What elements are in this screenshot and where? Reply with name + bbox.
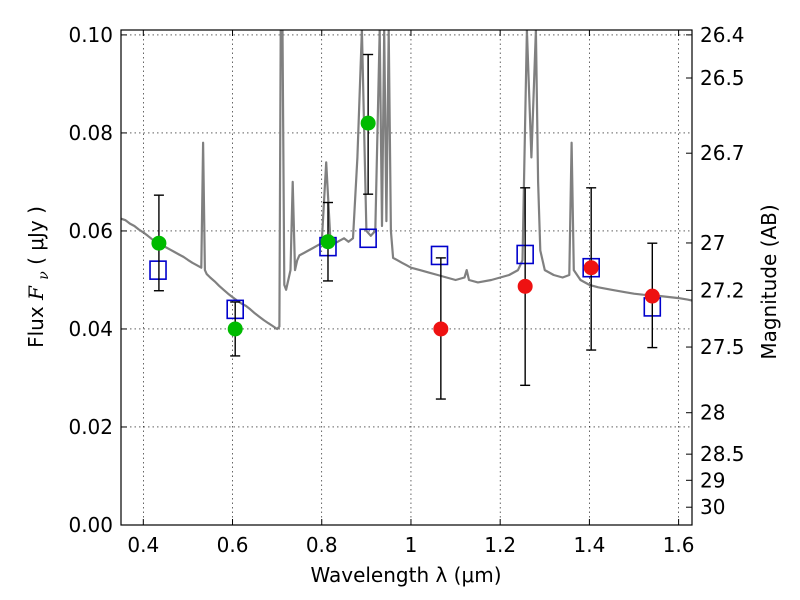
model-photometry-square — [359, 228, 377, 249]
y-axis-title-subscript: ν — [36, 271, 52, 280]
wfc3-data-point — [517, 278, 533, 294]
y-tick-label: 0.04 — [68, 317, 113, 341]
magnitude-tick-label: 26.4 — [700, 23, 745, 47]
y-axis-title: Flux F ν ( μJy ) — [24, 206, 53, 348]
tick-labels: 0.4 0.6 0.8 1 1.2 1.4 1.6 0.00 0.02 0.04 0.06 0.08 0… — [68, 23, 744, 557]
plot-area — [121, 30, 692, 400]
y-tick-label: 0.06 — [68, 219, 113, 243]
plot-frame — [120, 29, 693, 526]
y-axis-title-suffix: ( μJy ) — [24, 206, 48, 265]
magnitude-tick-label: 29 — [700, 468, 725, 492]
y-tick-label: 0.02 — [68, 415, 113, 439]
model-sed-line — [121, 30, 692, 331]
magnitude-tick-label: 27.5 — [700, 335, 745, 359]
magnitude-tick-label: 27 — [700, 231, 725, 255]
x-tick-label: 0.8 — [306, 533, 338, 557]
acs-data-point — [227, 321, 243, 337]
acs-data-point — [151, 235, 167, 251]
magnitude-tick-label: 27.2 — [700, 278, 745, 302]
y-axis-title-symbol: F — [24, 285, 48, 301]
y-tick-label: 0.08 — [68, 121, 113, 145]
x-tick-label: 1.6 — [663, 533, 695, 557]
magnitude-tick-label: 26.7 — [700, 141, 745, 165]
acs-data-point — [360, 115, 376, 131]
x-axis-title: Wavelength λ (μm) — [310, 563, 501, 587]
model-photometry-square — [149, 260, 167, 280]
model-photometry-square — [430, 245, 449, 266]
magnitude-tick-label: 28 — [700, 401, 725, 425]
y-tick-label: 0.00 — [68, 513, 113, 537]
magnitude-tick-label: 30 — [700, 495, 725, 519]
wfc3-data-point — [583, 260, 599, 276]
magnitude-axis-title: Magnitude (AB) — [757, 204, 781, 359]
acs-data-point — [320, 234, 336, 250]
magnitude-tick-label: 28.5 — [700, 442, 745, 466]
y-axis-title-prefix: Flux — [24, 300, 48, 348]
x-tick-label: 0.6 — [217, 533, 249, 557]
ticks — [121, 30, 692, 526]
x-tick-label: 1.2 — [484, 533, 516, 557]
wfc3-data-point — [644, 288, 660, 304]
y-tick-label: 0.10 — [68, 23, 113, 47]
x-tick-label: 1.4 — [573, 533, 605, 557]
x-tick-label: 1 — [405, 533, 418, 557]
magnitude-tick-label: 26.5 — [700, 66, 745, 90]
wfc3-data-point — [433, 321, 449, 337]
x-tick-label: 0.4 — [127, 533, 159, 557]
plot-background — [121, 30, 692, 525]
